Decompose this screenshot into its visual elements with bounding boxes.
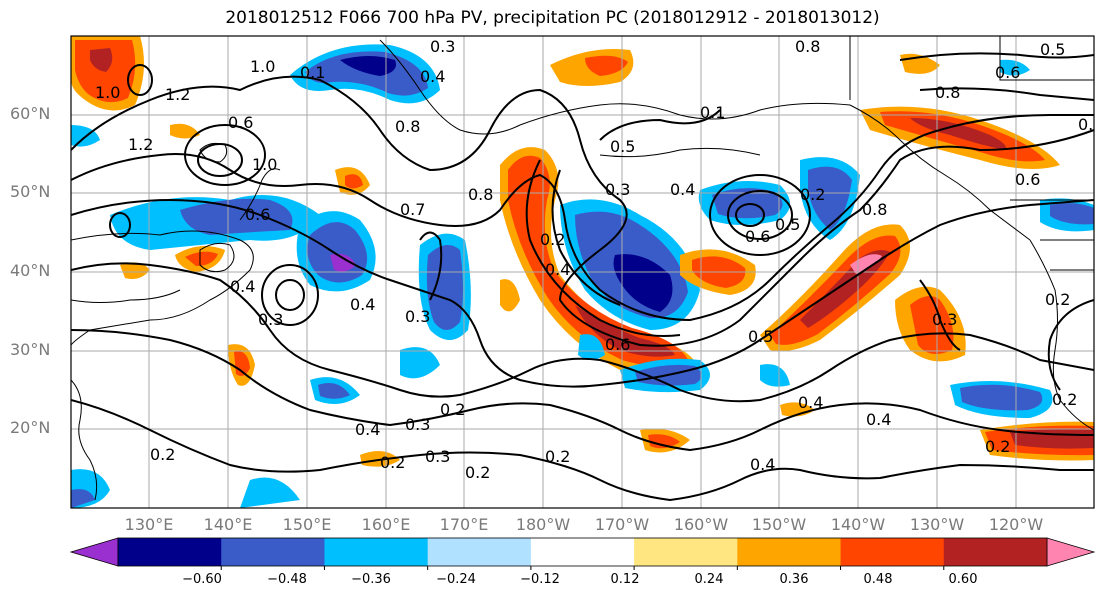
contour-label: 0.8 xyxy=(395,117,420,136)
contour-label: 0.5 xyxy=(610,137,635,156)
contour-label: 1.2 xyxy=(128,135,153,154)
contour-label: 0.4 xyxy=(750,455,775,474)
contour-label: 0.4 xyxy=(545,260,570,279)
contour-label: 0.8 xyxy=(795,37,820,56)
colorbar-cell xyxy=(324,538,429,566)
contour-label: 0.6 xyxy=(245,205,270,224)
lon-label: 160°W xyxy=(673,515,729,534)
contour-label: 1.2 xyxy=(165,85,190,104)
colorbar-tick-label: 0.60 xyxy=(948,572,978,587)
colorbar-tick-label: −0.48 xyxy=(267,572,307,587)
contour-label: 0.2 xyxy=(800,185,825,204)
contour-label: 0.8 xyxy=(862,200,887,219)
lon-label: 150°E xyxy=(282,515,332,534)
contour-labels: 0.1 0.3 0.4 1.0 1.2 1.0 0.6 1.2 1.0 0.8 … xyxy=(95,37,1103,482)
contour-label: 0.2 xyxy=(440,400,465,419)
colorbar-tick-label: 0.12 xyxy=(610,572,640,587)
contour-label: 0.4 xyxy=(1078,115,1103,134)
contour-label: 0.1 xyxy=(700,103,725,122)
colorbar-cell xyxy=(118,538,222,566)
lon-label: 170°W xyxy=(594,515,650,534)
contour-label: 0.2 xyxy=(985,437,1010,456)
lon-label: 150°W xyxy=(751,515,807,534)
lat-label: 20°N xyxy=(10,418,51,437)
contour-label: 0.3 xyxy=(405,415,430,434)
contour-label: 0.4 xyxy=(420,67,445,86)
contour-label: 0.2 xyxy=(540,230,565,249)
contour-label: 0.3 xyxy=(258,310,283,329)
contour-label: 0.4 xyxy=(798,393,823,412)
contour-label: 1.0 xyxy=(95,83,120,102)
colorbar-tick-label: 0.24 xyxy=(694,572,724,587)
colorbar xyxy=(69,537,1096,570)
contour-label: 0.4 xyxy=(230,277,255,296)
contour-label: 0.3 xyxy=(605,180,630,199)
colorbar-cell xyxy=(943,538,1048,566)
contour-label: 0.4 xyxy=(350,295,375,314)
lon-label: 140°E xyxy=(203,515,253,534)
lat-label: 50°N xyxy=(10,182,51,201)
colorbar-extend-low xyxy=(69,537,119,567)
contour-label: 0.3 xyxy=(405,307,430,326)
contour-label: 0.3 xyxy=(430,37,455,56)
contour-label: 0.3 xyxy=(425,447,450,466)
colorbar-cell xyxy=(634,538,738,566)
contour-label: 1.0 xyxy=(252,155,277,174)
contour-label: 0.5 xyxy=(775,215,800,234)
pv-contours xyxy=(71,52,1094,502)
lat-label: 30°N xyxy=(10,340,51,359)
contour-label: 0.5 xyxy=(1040,40,1065,59)
colorbar-tick-label: −0.12 xyxy=(520,572,560,587)
lon-label: 180°W xyxy=(515,515,571,534)
map-title: 2018012512 F066 700 hPa PV, precipitatio… xyxy=(225,8,880,28)
coastlines xyxy=(71,36,1094,501)
contour-label: 0.2 xyxy=(150,445,175,464)
lat-label: 60°N xyxy=(10,104,51,123)
colorbar-cell xyxy=(840,538,945,566)
contour-label: 0.7 xyxy=(400,200,425,219)
lon-label: 160°E xyxy=(361,515,411,534)
lon-label: 120°W xyxy=(988,515,1044,534)
contour-label: 0.6 xyxy=(605,335,630,354)
lon-label: 170°E xyxy=(439,515,489,534)
contour-label: 0.2 xyxy=(545,447,570,466)
contour-label: 0.2 xyxy=(1045,290,1070,309)
colorbar-tick-label: 0.48 xyxy=(863,572,893,587)
precipitation-shading xyxy=(71,36,1094,508)
colorbar-extend-high xyxy=(1046,537,1096,567)
colorbar-cell xyxy=(737,538,842,566)
map-frame xyxy=(70,35,1095,509)
colorbar-cell xyxy=(221,538,325,566)
contour-label: 0.1 xyxy=(300,63,325,82)
colorbar-tick-label: 0.36 xyxy=(779,572,809,587)
colorbar-tick-label: −0.36 xyxy=(351,572,391,587)
colorbar-tick-label: −0.24 xyxy=(436,572,476,587)
contour-label: 0.8 xyxy=(468,185,493,204)
contour-label: 0.5 xyxy=(748,327,773,346)
lat-label: 40°N xyxy=(10,261,51,280)
contour-label: 0.6 xyxy=(1015,170,1040,189)
contour-label: 1.0 xyxy=(250,57,275,76)
contour-label: 0.2 xyxy=(465,463,490,482)
colorbar-cell xyxy=(530,538,635,566)
contour-label: 0.2 xyxy=(380,453,405,472)
colorbar-cell xyxy=(427,538,532,566)
contour-label: 0.4 xyxy=(866,410,891,429)
contour-label: 0.4 xyxy=(670,180,695,199)
contour-label: 0.3 xyxy=(932,310,957,329)
contour-label: 0.4 xyxy=(355,420,380,439)
contour-label: 0.8 xyxy=(935,83,960,102)
lon-label: 130°E xyxy=(124,515,174,534)
lon-label: 140°W xyxy=(830,515,886,534)
contour-label: 0.6 xyxy=(995,63,1020,82)
contour-label: 0.6 xyxy=(745,227,770,246)
contour-label: 0.6 xyxy=(228,113,253,132)
colorbar-tick-label: −0.60 xyxy=(182,572,222,587)
contour-label: 0.2 xyxy=(1052,390,1077,409)
lon-label: 130°W xyxy=(909,515,965,534)
